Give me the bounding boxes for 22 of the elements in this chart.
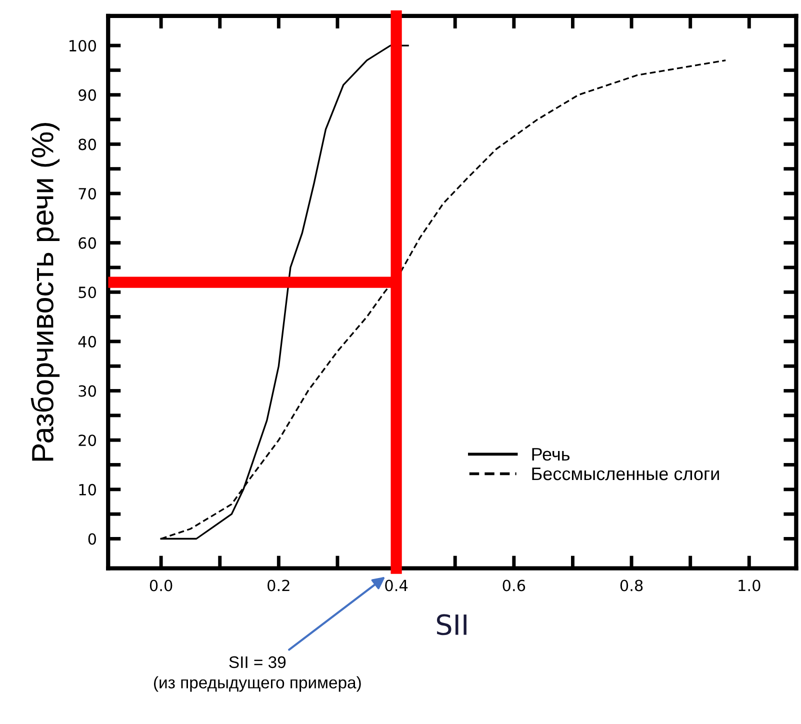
y-axis-title: Разборчивость речи (%) (30, 123, 60, 461)
x-axis-title: SII (436, 614, 466, 636)
y-tick-label: 80 (78, 138, 96, 150)
x-tick-label: 1.0 (738, 580, 760, 592)
x-tick-label: 0.4 (385, 580, 408, 592)
y-tick-label: 0 (88, 533, 96, 545)
x-tick-label: 0.8 (620, 580, 643, 592)
legend-label: Речь (532, 448, 570, 461)
y-tick-label: 10 (79, 484, 96, 496)
y-tick-label: 100 (70, 40, 96, 52)
text: SII = 39 (из предыдущего примера) (154, 656, 361, 692)
y-tick-label: 70 (78, 188, 96, 200)
x-tick-label: 0.6 (502, 580, 526, 592)
y-tick-label: 40 (78, 336, 96, 348)
y-tick-label: 50 (78, 286, 96, 298)
legend-label: Бессмысленные слоги (532, 468, 719, 480)
y-tick-label: 60 (78, 237, 96, 249)
y-tick-label: 90 (78, 89, 96, 101)
x-tick-label: 0.0 (150, 580, 172, 592)
y-tick-label: 20 (78, 434, 96, 446)
y-tick-label: 30 (78, 385, 96, 397)
x-tick-label: 0.2 (268, 580, 290, 592)
